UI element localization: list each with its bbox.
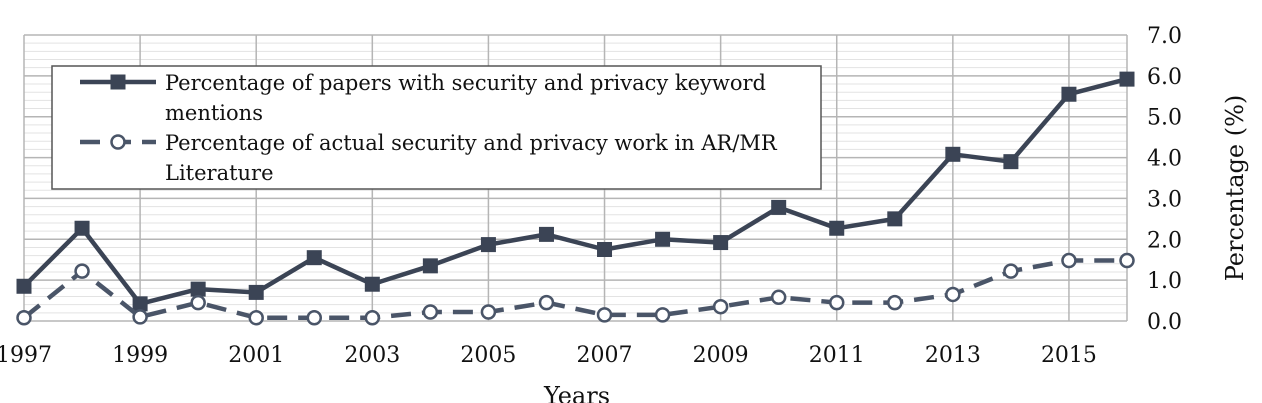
data-point [770,289,787,306]
data-point [596,307,613,323]
series-layer [16,71,1135,326]
data-point [538,226,554,242]
y-tick-label: 2.0 [1147,228,1182,253]
x-tick-label: 2013 [925,343,981,368]
x-tick-label: 2005 [460,343,516,368]
data-point [1003,154,1019,170]
data-point [713,235,729,251]
data-point [74,263,90,279]
y-tick-label: 1.0 [1147,269,1182,294]
data-point [1061,86,1077,102]
x-tick-label: 2011 [809,343,865,368]
data-point [1119,252,1135,269]
series-line [22,76,1128,307]
data-point [74,220,90,236]
data-point [248,309,264,326]
data-point [248,284,264,300]
data-point [597,242,613,257]
data-point [364,309,381,326]
y-tick-label: 5.0 [1147,106,1182,131]
data-point [16,309,32,326]
legend-label: Percentage of papers with security and p… [165,71,766,95]
x-tick-label: 2015 [1041,343,1097,368]
data-point [364,276,380,292]
data-point [655,231,671,247]
x-axis-ticks: 1997 1999 2001 2003 2005 2007 2009 2011 2013 2015 [0,343,1097,368]
x-tick-label: 2003 [344,343,400,368]
legend-marker [110,134,126,150]
legend-label: mentions [165,101,263,125]
data-point [945,286,961,303]
data-point [306,250,322,266]
y-axis-title: Percentage (%) [1221,95,1249,282]
data-point [654,307,671,323]
data-point [306,309,323,326]
legend-label: Literature [165,161,274,185]
data-point [538,294,555,311]
x-tick-label: 2001 [228,343,284,368]
x-tick-label: 1999 [112,343,168,368]
y-tick-label: 3.0 [1147,187,1182,212]
data-point [190,294,206,311]
x-axis-title: Years [543,382,610,403]
data-point [480,304,497,320]
data-point [480,237,496,253]
data-point [1119,71,1135,87]
y-tick-label: 6.0 [1147,65,1182,90]
y-axis-ticks: 0.0 1.0 2.0 3.0 4.0 5.0 6.0 7.0 [1147,24,1182,335]
legend: Percentage of papers with security and p… [51,65,822,190]
x-tick-label: 1997 [0,343,52,368]
y-tick-label: 4.0 [1147,147,1182,172]
data-point [422,258,438,274]
legend-box [51,65,822,190]
data-point [771,199,787,215]
y-tick-label: 0.0 [1147,310,1182,335]
legend-label: Percentage of actual security and privac… [165,131,778,155]
data-point [190,281,206,297]
data-point [422,304,439,320]
series-line [22,258,1127,320]
data-point [887,211,903,227]
legend-marker [110,74,126,90]
data-point [132,296,148,312]
data-point [828,294,845,311]
data-point [1061,252,1077,269]
data-point [1003,263,1019,279]
x-tick-label: 2009 [693,343,749,368]
data-point [829,220,845,236]
data-point [945,146,961,162]
data-point [16,278,32,294]
data-point [712,298,729,315]
data-point [887,294,903,311]
y-tick-label: 7.0 [1147,24,1182,49]
x-tick-label: 2007 [577,343,633,368]
data-point [132,309,148,325]
